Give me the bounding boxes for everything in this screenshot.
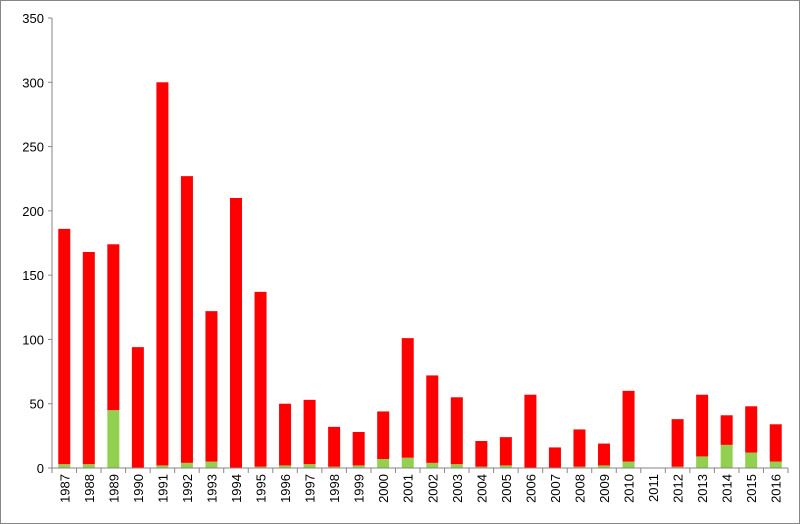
bar-segment xyxy=(377,411,390,459)
bar-segment xyxy=(205,461,218,468)
bar-segment xyxy=(524,394,537,468)
y-tick-label: 0 xyxy=(37,461,44,476)
x-tick-label: 1989 xyxy=(106,474,121,503)
bar-segment xyxy=(598,465,610,468)
y-tick-label: 250 xyxy=(22,140,44,155)
x-tick-label: 2007 xyxy=(548,474,563,503)
x-tick-label: 2014 xyxy=(720,474,735,503)
bar-segment xyxy=(769,461,782,468)
bar-segment xyxy=(499,465,512,468)
bar-segment xyxy=(82,252,95,465)
bar-segment xyxy=(622,390,635,462)
x-tick-label: 1996 xyxy=(278,474,293,503)
x-tick-label: 1990 xyxy=(131,474,146,503)
x-tick-label: 2011 xyxy=(646,474,661,502)
bar-segment xyxy=(426,375,439,463)
bar-segment xyxy=(622,461,635,468)
x-tick-label: 2013 xyxy=(695,474,710,503)
y-tick-label: 150 xyxy=(22,268,44,283)
x-tick-label: 2009 xyxy=(597,474,612,503)
bar-segment xyxy=(573,466,586,468)
bar-segment xyxy=(573,429,586,467)
bar-segment xyxy=(58,464,71,468)
bar-segment xyxy=(377,459,390,468)
x-tick-label: 2005 xyxy=(499,474,514,503)
bar-segment xyxy=(303,399,316,465)
x-tick-label: 1995 xyxy=(254,474,269,503)
bar-segment xyxy=(205,311,218,462)
x-tick-label: 1992 xyxy=(180,474,195,503)
bar-segment xyxy=(671,419,684,467)
x-tick-label: 2016 xyxy=(769,474,784,503)
bar-segment xyxy=(107,244,120,411)
bar-segment xyxy=(720,415,733,445)
x-tick-label: 1999 xyxy=(352,474,367,503)
bar-segment xyxy=(401,457,414,468)
bar-segment xyxy=(230,198,242,468)
y-tick-label: 100 xyxy=(22,332,44,347)
bar-segment xyxy=(107,410,120,468)
bar-segment xyxy=(328,466,341,468)
bar-segment xyxy=(769,424,782,462)
bar-segment xyxy=(279,465,292,468)
bar-segment xyxy=(303,464,316,468)
bar-segment xyxy=(156,82,169,466)
x-tick-label: 1997 xyxy=(303,474,318,503)
bar-segment xyxy=(82,464,95,468)
x-tick-label: 1998 xyxy=(327,474,342,503)
x-tick-label: 2006 xyxy=(523,474,538,503)
bar-segment xyxy=(180,462,193,468)
bar-segment xyxy=(598,443,610,466)
bar-segment xyxy=(450,464,463,468)
bar-segment xyxy=(426,462,439,468)
y-tick-label: 50 xyxy=(30,397,44,412)
bar-segment xyxy=(499,437,512,466)
x-tick-label: 1993 xyxy=(204,474,219,503)
bar-segment xyxy=(475,466,488,468)
bar-segment xyxy=(254,291,267,467)
x-tick-label: 2008 xyxy=(572,474,587,503)
bar-segment xyxy=(671,466,684,468)
x-tick-label: 1994 xyxy=(229,474,244,503)
y-tick-label: 200 xyxy=(22,204,44,219)
x-tick-label: 2002 xyxy=(425,474,440,503)
bar-segment xyxy=(745,452,758,468)
bar-segment xyxy=(548,447,561,468)
bar-segment xyxy=(696,456,709,468)
y-tick-label: 300 xyxy=(22,75,44,90)
bar-segment xyxy=(254,466,267,468)
x-tick-label: 1988 xyxy=(82,474,97,503)
bar-segment xyxy=(352,465,365,468)
x-tick-label: 2004 xyxy=(474,474,489,503)
bar-segment xyxy=(58,228,71,465)
x-tick-label: 2012 xyxy=(671,474,686,503)
bar-segment xyxy=(720,444,733,468)
x-tick-label: 1991 xyxy=(155,474,170,503)
x-tick-label: 2003 xyxy=(450,474,465,503)
bar-segment xyxy=(401,338,414,458)
bar-segment xyxy=(328,426,341,467)
x-tick-label: 2010 xyxy=(622,474,637,503)
bar-segment xyxy=(352,432,365,466)
x-tick-label: 2015 xyxy=(744,474,759,503)
bar-segment xyxy=(450,397,463,465)
bar-segment xyxy=(745,406,758,453)
x-tick-label: 2001 xyxy=(401,474,416,503)
x-tick-label: 1987 xyxy=(57,474,72,503)
bar-segment xyxy=(156,465,169,468)
bar-segment xyxy=(475,441,488,467)
bar-segment xyxy=(180,176,193,463)
bar-segment xyxy=(131,347,144,468)
bar-segment xyxy=(696,394,709,457)
x-tick-label: 2000 xyxy=(376,474,391,503)
bar-segment xyxy=(279,403,292,466)
y-tick-label: 350 xyxy=(22,11,44,26)
